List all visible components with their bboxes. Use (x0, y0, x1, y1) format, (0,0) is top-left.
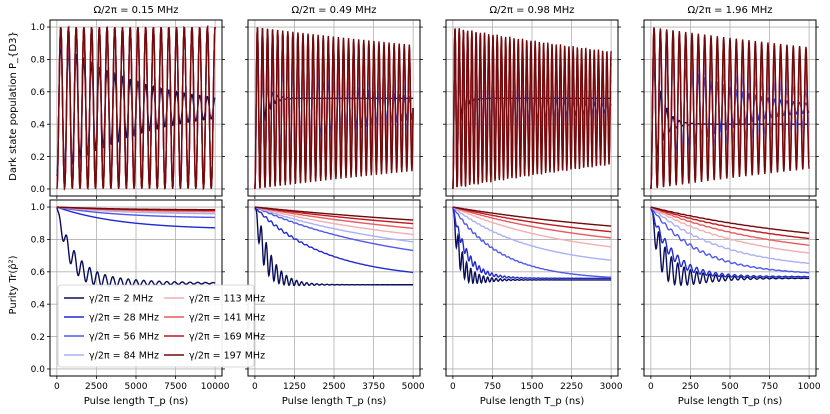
x-tick-label: 2250 (560, 382, 583, 392)
legend: γ/2π = 2 MHz γ/2π = 28 MHz γ/2π = 56 MHz γ/… (57, 284, 265, 368)
series-line (254, 206, 414, 243)
series-line (650, 206, 810, 274)
panel-bottom-1: 0 1250 2500 3750 5000 Pulse length T_p (ns) (245, 199, 425, 407)
x-tick-label: 2500 (85, 382, 108, 392)
series-line (650, 206, 810, 278)
y-tick-label: 0.6 (31, 268, 46, 278)
x-tick-label: 1000 (798, 382, 821, 392)
x-tick-label: 750 (761, 382, 778, 392)
y-tick-label: 0.8 (31, 236, 46, 246)
x-axis-label: Pulse length T_p (ns) (84, 396, 189, 407)
y-tick-label: 1.0 (31, 23, 46, 33)
y-tick-label: 0.2 (31, 153, 45, 163)
x-tick-label: 500 (721, 382, 738, 392)
panel-top-1: Ω/2π = 0.49 MHz (245, 5, 423, 199)
series-line (452, 206, 612, 248)
legend-entry: γ/2π = 28 MHz (89, 313, 159, 324)
series-line (254, 206, 414, 221)
y-tick-label: 0.0 (31, 365, 46, 375)
series-line (452, 206, 612, 261)
x-tick-label: 250 (682, 382, 699, 392)
legend-entry: γ/2π = 2 MHz (89, 294, 153, 305)
x-tick-label: 1500 (521, 382, 544, 392)
panel-bottom-0: 0.0 0.2 0.4 0.6 0.8 1.0 0 2500 5000 7500 10000 Puls… (31, 199, 230, 407)
series-line (650, 206, 810, 265)
panel-top-0: 0.0 0.2 0.4 0.6 0.8 1.0 Ω/2π = 0.15 MHz (31, 5, 225, 199)
panel-title: Ω/2π = 0.15 MHz (94, 5, 179, 16)
panel-title: Ω/2π = 0.98 MHz (490, 5, 575, 16)
x-tick-label: 1250 (283, 382, 306, 392)
x-tick-label: 2500 (323, 382, 346, 392)
series-line (56, 206, 216, 288)
series-line (56, 206, 216, 211)
series-line (452, 28, 612, 189)
series-line (254, 206, 414, 287)
legend-entry: γ/2π = 56 MHz (89, 332, 159, 343)
ylabel-bottom: Purity Tr(ρ̂²) (7, 255, 19, 314)
series-line (650, 27, 810, 190)
x-tick-label: 5000 (402, 382, 425, 392)
y-tick-label: 0.8 (31, 56, 46, 66)
panel-bottom-3: 0 250 500 750 1000 Pulse length T_p (ns) (641, 199, 821, 407)
x-tick-label: 5000 (125, 382, 148, 392)
series-line (452, 206, 612, 239)
series-line (452, 206, 612, 233)
series-line (56, 24, 216, 192)
legend-entry: γ/2π = 197 MHz (189, 351, 265, 362)
ylabel-top: Dark state population P_{D3} (8, 31, 19, 181)
x-tick-label: 3750 (362, 382, 385, 392)
series-line (452, 206, 612, 280)
series-line (254, 206, 414, 274)
series-line (452, 206, 612, 227)
x-axis-label: Pulse length T_p (ns) (480, 396, 585, 407)
y-tick-label: 0.4 (31, 120, 46, 130)
x-axis-label: Pulse length T_p (ns) (678, 396, 783, 407)
y-tick-label: 0.2 (31, 333, 45, 343)
series-line (254, 206, 414, 236)
legend-entry: γ/2π = 141 MHz (189, 313, 265, 324)
x-tick-label: 7500 (164, 382, 187, 392)
series-line (452, 206, 612, 285)
x-tick-label: 3000 (600, 382, 623, 392)
y-tick-label: 1.0 (31, 203, 46, 213)
panel-bottom-2: 0 750 1500 2250 3000 Pulse length T_p (ns) (443, 199, 623, 407)
x-tick-label: 750 (484, 382, 501, 392)
x-tick-label: 0 (252, 382, 258, 392)
legend-frame (57, 284, 255, 368)
series-line (650, 206, 810, 240)
series-line (452, 206, 612, 278)
series-line (254, 206, 414, 252)
panel-top-3: Ω/2π = 1.96 MHz (641, 5, 819, 199)
x-tick-label: 0 (54, 382, 60, 392)
panel-title: Ω/2π = 1.96 MHz (688, 5, 773, 16)
x-tick-label: 0 (648, 382, 654, 392)
y-tick-label: 0.6 (31, 88, 46, 98)
series-line (650, 206, 810, 234)
x-tick-label: 0 (450, 382, 456, 392)
series-line (650, 206, 810, 254)
panel-top-2: Ω/2π = 0.98 MHz (443, 5, 621, 199)
series-line (650, 206, 810, 246)
x-tick-label: 10000 (201, 382, 230, 392)
series-line (254, 27, 414, 189)
legend-entry: γ/2π = 84 MHz (89, 351, 159, 362)
series-line (56, 206, 216, 219)
x-axis-label: Pulse length T_p (ns) (282, 396, 387, 407)
panel-title: Ω/2π = 0.49 MHz (292, 5, 377, 16)
legend-entry: γ/2π = 113 MHz (189, 294, 265, 305)
legend-entry: γ/2π = 169 MHz (189, 332, 265, 343)
series-line (650, 206, 810, 287)
series-line (254, 206, 414, 230)
series-line (56, 206, 216, 229)
series-line (254, 206, 414, 225)
panels: 0.0 0.2 0.4 0.6 0.8 1.0 Ω/2π = 0.15 MHz Ω/2π = … (31, 5, 821, 407)
y-tick-label: 0.4 (31, 300, 46, 310)
y-tick-label: 0.0 (31, 185, 46, 195)
